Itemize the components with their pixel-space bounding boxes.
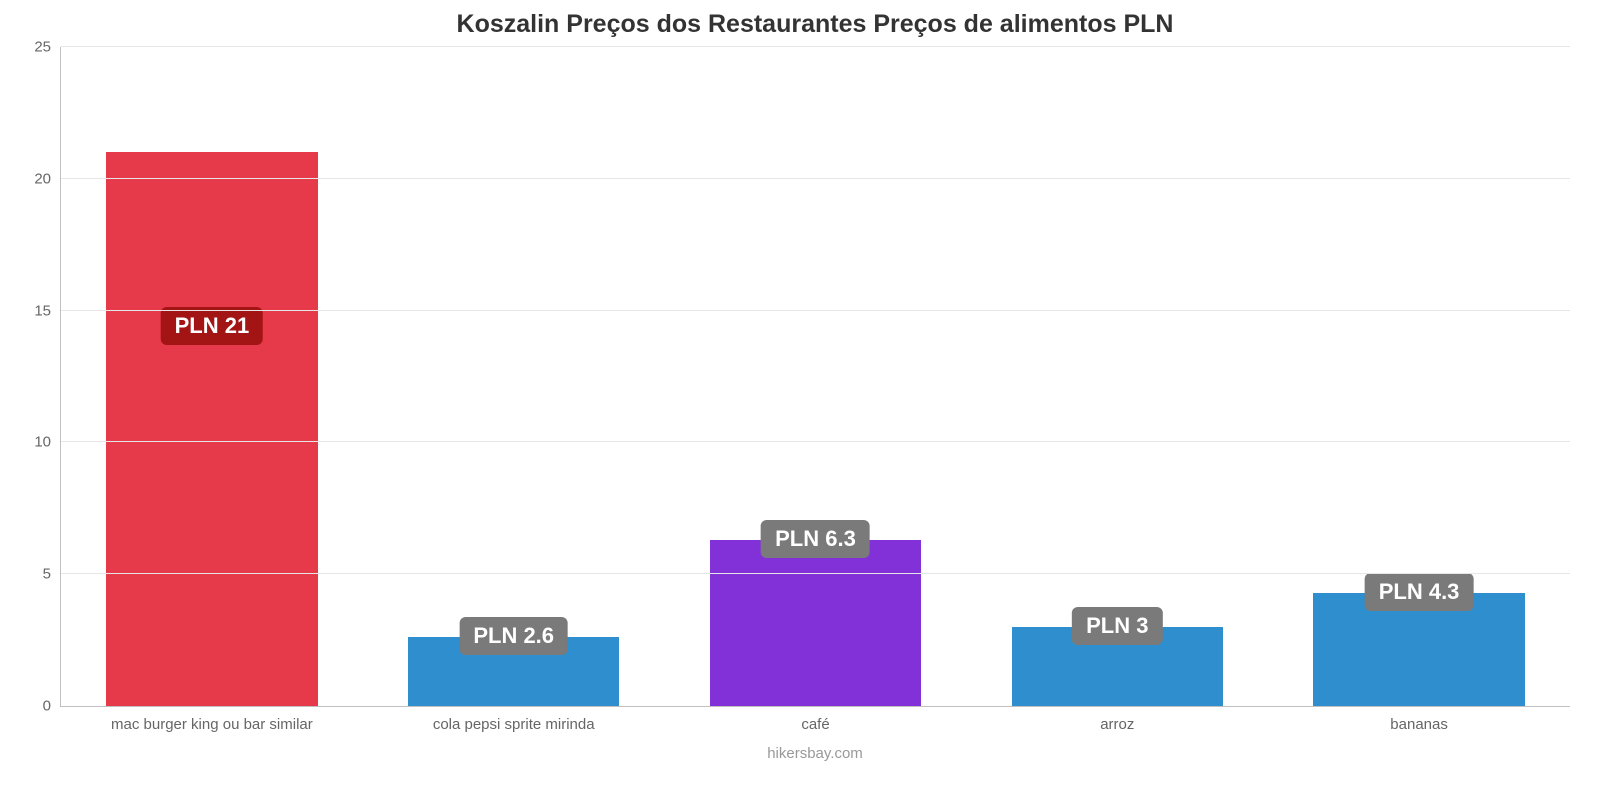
grid-line bbox=[61, 310, 1570, 311]
bar-value-badge: PLN 3 bbox=[1072, 607, 1162, 645]
bar: PLN 2.6 bbox=[408, 637, 619, 706]
ytick-label: 10 bbox=[34, 434, 61, 451]
ytick-label: 5 bbox=[43, 566, 61, 583]
bar-value-badge: PLN 4.3 bbox=[1365, 573, 1474, 611]
bar: PLN 3 bbox=[1012, 627, 1223, 706]
bar-slot: PLN 4.3 bbox=[1268, 47, 1570, 706]
bar: PLN 4.3 bbox=[1313, 593, 1524, 706]
bar-slot: PLN 21 bbox=[61, 47, 363, 706]
grid-line bbox=[61, 705, 1570, 706]
bar-slot: PLN 6.3 bbox=[665, 47, 967, 706]
plot-area: PLN 21PLN 2.6PLN 6.3PLN 3PLN 4.3 mac bur… bbox=[60, 47, 1570, 707]
ytick-label: 25 bbox=[34, 39, 61, 56]
bar: PLN 6.3 bbox=[710, 540, 921, 706]
grid-line bbox=[61, 573, 1570, 574]
bar-value-badge: PLN 2.6 bbox=[459, 617, 568, 655]
bar: PLN 21 bbox=[106, 152, 317, 706]
xtick-label: arroz bbox=[966, 706, 1268, 733]
bar-value-badge: PLN 6.3 bbox=[761, 520, 870, 558]
xtick-label: mac burger king ou bar similar bbox=[61, 706, 363, 733]
grid-line bbox=[61, 178, 1570, 179]
bars-layer: PLN 21 PLN 2.6 PLN 6.3 PLN 3 PLN 4.3 bbox=[61, 47, 1570, 706]
xtick-label: café bbox=[665, 706, 967, 733]
bar-slot: PLN 2.6 bbox=[363, 47, 665, 706]
ytick-label: 20 bbox=[34, 170, 61, 187]
bar-slot: PLN 3 bbox=[966, 47, 1268, 706]
xtick-label: bananas bbox=[1268, 706, 1570, 733]
grid-line bbox=[61, 46, 1570, 47]
chart-footer: hikersbay.com bbox=[60, 745, 1570, 762]
chart-title: Koszalin Preços dos Restaurantes Preços … bbox=[60, 10, 1570, 39]
chart-container: Koszalin Preços dos Restaurantes Preços … bbox=[0, 0, 1600, 800]
ytick-label: 0 bbox=[43, 698, 61, 715]
bar-value-badge: PLN 21 bbox=[161, 307, 264, 345]
ytick-label: 15 bbox=[34, 302, 61, 319]
xtick-label: cola pepsi sprite mirinda bbox=[363, 706, 665, 733]
x-axis: mac burger king ou bar similarcola pepsi… bbox=[61, 706, 1570, 733]
grid-line bbox=[61, 441, 1570, 442]
